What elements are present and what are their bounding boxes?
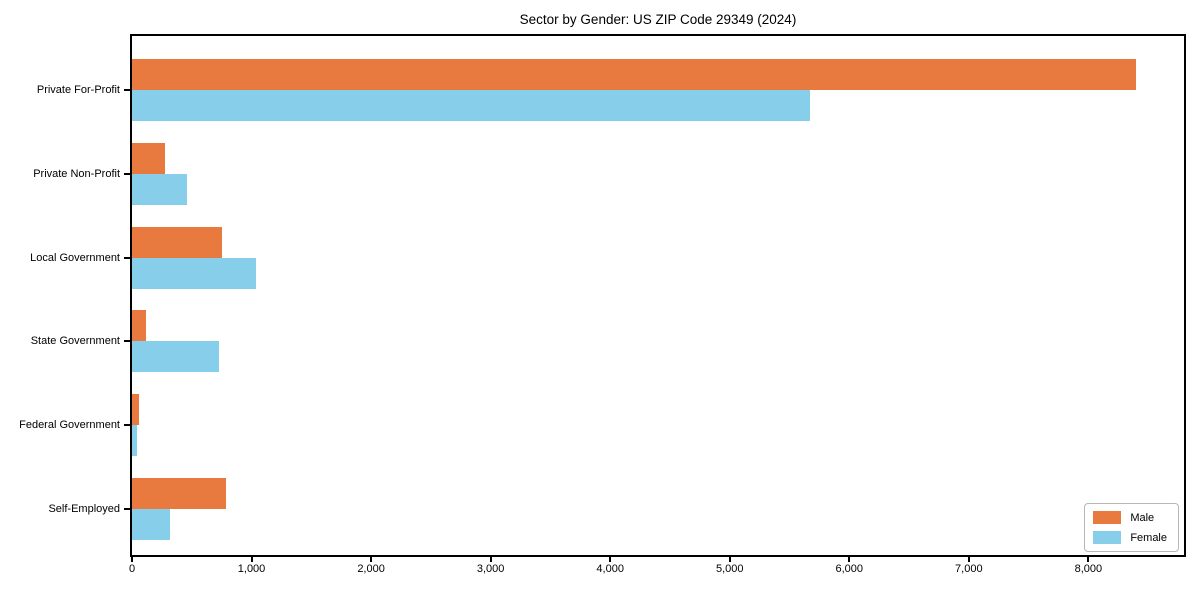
bar-female xyxy=(132,341,220,373)
legend-swatch-female xyxy=(1093,531,1122,544)
bar-male xyxy=(132,226,222,258)
x-axis-label: 1,000 xyxy=(237,563,266,575)
y-axis-label: Self-Employed xyxy=(48,503,120,515)
chart-title: Sector by Gender: US ZIP Code 29349 (202… xyxy=(519,12,797,27)
legend: Male Female xyxy=(1084,503,1179,552)
x-axis-label: 6,000 xyxy=(835,563,864,575)
x-axis-label: 8,000 xyxy=(1074,563,1103,575)
bar-male xyxy=(132,142,166,174)
y-axis-label: Private For-Profit xyxy=(36,84,120,96)
x-axis-label: 2,000 xyxy=(357,563,385,575)
x-axis-label: 3,000 xyxy=(476,563,505,575)
legend-swatch-male xyxy=(1093,511,1122,524)
x-axis-label: 5,000 xyxy=(715,563,744,575)
legend-label: Female xyxy=(1130,531,1167,544)
bar-male xyxy=(132,478,227,509)
x-tick-mark xyxy=(728,557,731,562)
legend-label: Male xyxy=(1130,511,1155,524)
x-axis-label: 0 xyxy=(128,563,136,575)
y-axis-label: Private Non-Profit xyxy=(33,167,120,180)
x-axis-label: 4,000 xyxy=(596,563,624,575)
y-tick-mark xyxy=(124,340,130,343)
x-tick-mark xyxy=(250,557,253,562)
bar-male xyxy=(132,310,147,342)
bar-female xyxy=(132,90,810,121)
bar-male xyxy=(132,394,140,426)
y-tick-mark xyxy=(124,256,130,259)
y-axis-label: Federal Government xyxy=(19,419,120,432)
y-axis-label: State Government xyxy=(30,335,120,348)
bar-female xyxy=(132,257,257,289)
bar-male xyxy=(132,59,1137,90)
y-axis-label: Local Government xyxy=(30,251,120,264)
x-tick-mark xyxy=(370,557,373,562)
x-tick-mark xyxy=(1087,557,1090,562)
x-tick-mark xyxy=(967,557,970,562)
x-tick-mark xyxy=(489,557,492,562)
x-tick-mark xyxy=(848,557,851,562)
y-tick-mark xyxy=(124,508,130,510)
x-tick-mark xyxy=(609,557,612,562)
bar-female xyxy=(132,425,137,457)
x-axis-label: 7,000 xyxy=(955,563,983,575)
y-tick-mark xyxy=(124,172,130,175)
legend-item-male: Male xyxy=(1093,511,1167,524)
legend-item-female: Female xyxy=(1093,531,1167,544)
y-tick-mark xyxy=(124,424,130,427)
bar-female xyxy=(132,173,187,205)
bar-female xyxy=(132,509,171,540)
x-tick-mark xyxy=(131,557,133,562)
plot-area: Male Female xyxy=(130,34,1186,557)
y-tick-mark xyxy=(124,89,130,91)
